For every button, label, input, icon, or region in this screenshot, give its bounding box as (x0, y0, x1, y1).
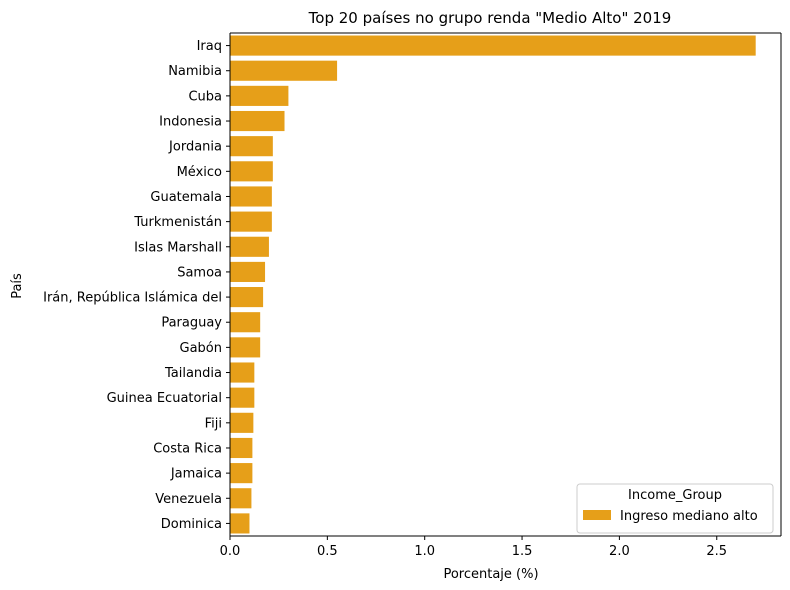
y-tick-label: Turkmenistán (133, 215, 222, 230)
bar-namibia (230, 60, 338, 81)
x-tick-label: 1.5 (512, 544, 533, 559)
chart-title: Top 20 países no grupo renda "Medio Alto… (308, 9, 672, 27)
bar-islas-marshall (230, 236, 269, 257)
bar-jordania (230, 136, 273, 157)
bar-iraq (230, 35, 756, 56)
y-tick-label: Guinea Ecuatorial (107, 391, 222, 406)
y-tick-label: Guatemala (150, 190, 222, 205)
bar-dominica (230, 513, 250, 534)
bar-guatemala (230, 186, 272, 207)
y-tick-label: Indonesia (159, 115, 222, 130)
x-tick-label: 2.5 (706, 544, 727, 559)
bar-paraguay (230, 312, 261, 333)
y-tick-label: Jordania (168, 140, 222, 155)
y-tick-label: Iraq (197, 39, 222, 54)
bar-venezuela (230, 488, 252, 509)
y-tick-label: Fiji (205, 416, 222, 431)
x-tick-label: 1.0 (414, 544, 435, 559)
y-axis-label: País (10, 273, 25, 299)
bar-fiji (230, 412, 254, 433)
x-tick-label: 2.0 (609, 544, 630, 559)
bar-jamaica (230, 463, 253, 484)
y-tick-label: Costa Rica (153, 441, 222, 456)
y-tick-label: Irán, República Islámica del (43, 291, 222, 306)
legend: Income_Group Ingreso mediano alto (576, 483, 774, 534)
bar-guinea-ecuatorial (230, 387, 255, 408)
bar-costa-rica (230, 437, 253, 459)
y-tick-label: Gabón (180, 341, 223, 356)
y-tick-label: Jamaica (170, 467, 222, 482)
y-tick-label: Paraguay (161, 316, 222, 331)
bar-m-xico (230, 161, 273, 182)
bar-ir-n-rep-blica-isl-mica-del (230, 287, 264, 308)
y-tick-label: Namibia (168, 64, 222, 79)
bar-cuba (230, 85, 289, 106)
bar-samoa (230, 261, 266, 282)
bar-gab-n (230, 337, 261, 358)
bar-tailandia (230, 362, 255, 383)
bars (230, 35, 756, 534)
legend-label: Ingreso mediano alto (620, 509, 758, 524)
bar-indonesia (230, 110, 285, 132)
bar-turkmenist-n (230, 211, 272, 232)
y-tick-label: Cuba (188, 89, 222, 104)
y-tick-label: México (177, 165, 222, 180)
x-axis-label: Porcentaje (%) (443, 567, 538, 582)
y-tick-label: Tailandia (164, 366, 222, 381)
legend-swatch (583, 510, 611, 520)
legend-title: Income_Group (628, 488, 722, 503)
x-tick-label: 0.0 (220, 544, 241, 559)
y-tick-label: Venezuela (155, 492, 222, 507)
y-tick-label: Islas Marshall (134, 240, 222, 255)
axes: Iraq Namibia Cuba Indonesia Jordania México Gu… (43, 32, 782, 559)
y-tick-label: Samoa (177, 265, 222, 280)
y-tick-label: Dominica (161, 517, 222, 532)
x-tick-label: 0.5 (317, 544, 338, 559)
legend-frame (576, 483, 774, 534)
